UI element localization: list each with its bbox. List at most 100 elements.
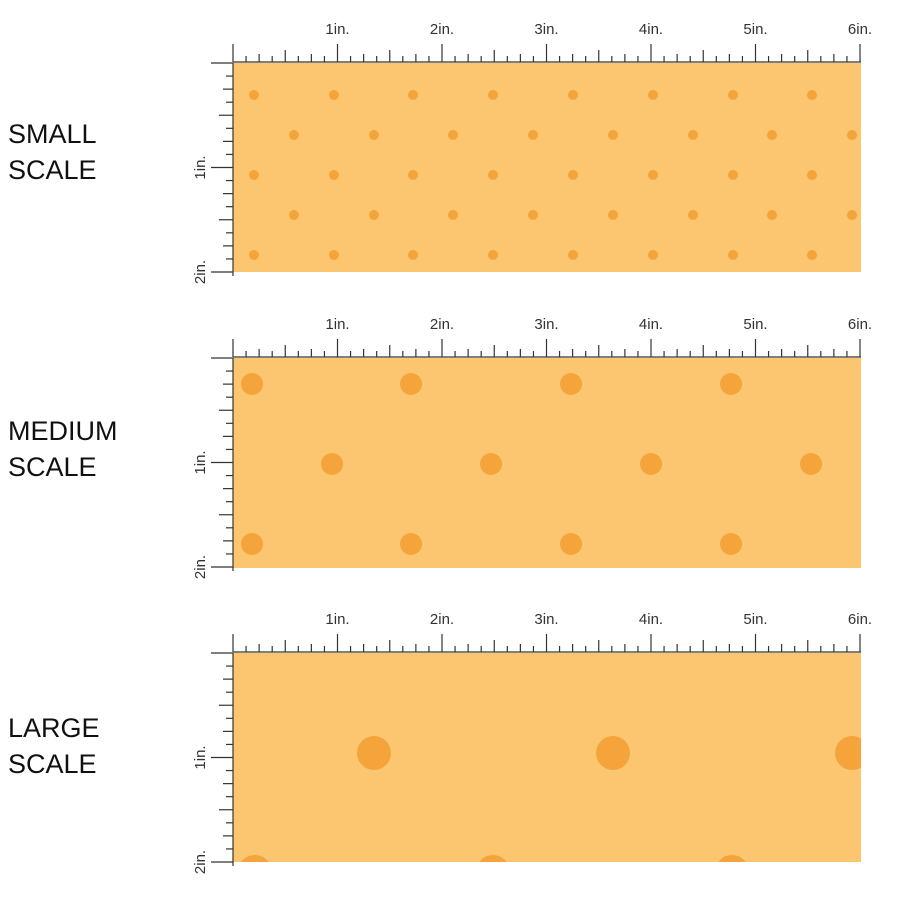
large-scale-label: LARGE SCALE: [8, 710, 100, 782]
polka-dot: [568, 90, 578, 100]
medium-scale-swatch: 1in. 2in. 3in. 4in. 5in. 6in. 1in. 2in.: [192, 316, 872, 579]
polka-dot: [329, 90, 339, 100]
side-ruler-label: 2in.: [192, 850, 209, 874]
polka-dot: [835, 736, 861, 770]
polka-dot: [767, 210, 777, 220]
polka-dot: [408, 250, 418, 260]
small-scale-label: SMALL SCALE: [8, 116, 97, 188]
medium-scale-label-line-1: MEDIUM: [8, 416, 118, 446]
polka-dot: [289, 130, 299, 140]
polka-dot: [241, 855, 269, 862]
polka-dot: [718, 855, 746, 862]
top-ruler-label: 1in.: [325, 21, 349, 38]
polka-dot: [329, 170, 339, 180]
polka-dot: [400, 533, 422, 555]
top-ruler-label: 2in.: [430, 21, 454, 38]
side-ruler-label: 1in.: [192, 745, 209, 769]
polka-dot: [596, 736, 630, 770]
polka-dot: [249, 170, 259, 180]
polka-dot: [400, 373, 422, 395]
small-scale-swatch: 1in. 2in. 3in. 4in. 5in. 6in. 1in. 2in.: [192, 21, 872, 284]
polka-dot: [480, 453, 502, 475]
top-ruler-label: 1in.: [325, 611, 349, 628]
polka-dot-group: [241, 373, 822, 555]
polka-dot: [767, 130, 777, 140]
polka-dot: [560, 533, 582, 555]
polka-dot: [249, 90, 259, 100]
top-ruler-label: 3in.: [534, 611, 558, 628]
polka-dot: [688, 130, 698, 140]
polka-dot: [528, 130, 538, 140]
large-scale-label-line-1: LARGE: [8, 713, 100, 743]
polka-dot: [488, 250, 498, 260]
polka-dot: [241, 533, 263, 555]
polka-dot: [408, 90, 418, 100]
polka-dot: [568, 170, 578, 180]
small-scale-label-line-1: SMALL: [8, 119, 97, 149]
top-ruler-label: 3in.: [534, 21, 558, 38]
polka-dot: [688, 210, 698, 220]
top-ruler-label: 5in.: [743, 316, 767, 333]
polka-dot: [807, 90, 817, 100]
top-ruler-label: 4in.: [639, 611, 663, 628]
top-ruler-label: 5in.: [743, 611, 767, 628]
polka-dot: [800, 453, 822, 475]
top-ruler-label: 2in.: [430, 316, 454, 333]
large-scale-swatch: 1in. 2in. 3in. 4in. 5in. 6in. 1in. 2in.: [192, 611, 872, 874]
top-ruler: [232, 339, 861, 358]
top-ruler-label: 6in.: [848, 21, 872, 38]
polka-dot: [807, 250, 817, 260]
top-ruler-label: 3in.: [534, 316, 558, 333]
top-ruler: [232, 634, 861, 653]
polka-dot: [408, 170, 418, 180]
top-ruler-label: 2in.: [430, 611, 454, 628]
polka-dot: [560, 373, 582, 395]
polka-dot: [640, 453, 662, 475]
polka-dot: [648, 170, 658, 180]
polka-dot: [369, 210, 379, 220]
polka-dot: [847, 130, 857, 140]
polka-dot: [568, 250, 578, 260]
top-ruler-label: 4in.: [639, 316, 663, 333]
side-ruler-label: 1in.: [192, 155, 209, 179]
side-ruler-label: 2in.: [192, 260, 209, 284]
side-ruler-label: 1in.: [192, 450, 209, 474]
polka-dot: [321, 453, 343, 475]
polka-dot: [479, 855, 507, 862]
polka-dot: [807, 170, 817, 180]
polka-dot: [728, 90, 738, 100]
side-ruler: [211, 357, 234, 571]
medium-scale-label: MEDIUM SCALE: [8, 413, 118, 485]
polka-dot: [728, 170, 738, 180]
polka-dot: [249, 250, 259, 260]
polka-dot: [289, 210, 299, 220]
polka-dot: [720, 373, 742, 395]
side-ruler: [211, 62, 234, 276]
polka-dot: [488, 170, 498, 180]
small-scale-label-line-2: SCALE: [8, 155, 97, 185]
polka-dot: [608, 130, 618, 140]
polka-dot: [488, 90, 498, 100]
polka-dot: [608, 210, 618, 220]
top-ruler-label: 6in.: [848, 611, 872, 628]
polka-dot-group: [241, 736, 861, 862]
polka-dot-group: [249, 90, 857, 260]
polka-dot: [241, 373, 263, 395]
top-ruler-label: 5in.: [743, 21, 767, 38]
side-ruler: [211, 652, 234, 866]
side-ruler-label: 2in.: [192, 555, 209, 579]
polka-dot: [847, 210, 857, 220]
medium-scale-label-line-2: SCALE: [8, 452, 97, 482]
top-ruler: [232, 44, 861, 63]
polka-dot: [648, 250, 658, 260]
polka-dot: [448, 130, 458, 140]
polka-dot: [357, 736, 391, 770]
top-ruler-label: 6in.: [848, 316, 872, 333]
polka-dot: [448, 210, 458, 220]
polka-dot: [720, 533, 742, 555]
polka-dot: [528, 210, 538, 220]
top-ruler-label: 1in.: [325, 316, 349, 333]
polka-dot: [648, 90, 658, 100]
polka-dot: [728, 250, 738, 260]
swatch-background: [233, 653, 861, 862]
